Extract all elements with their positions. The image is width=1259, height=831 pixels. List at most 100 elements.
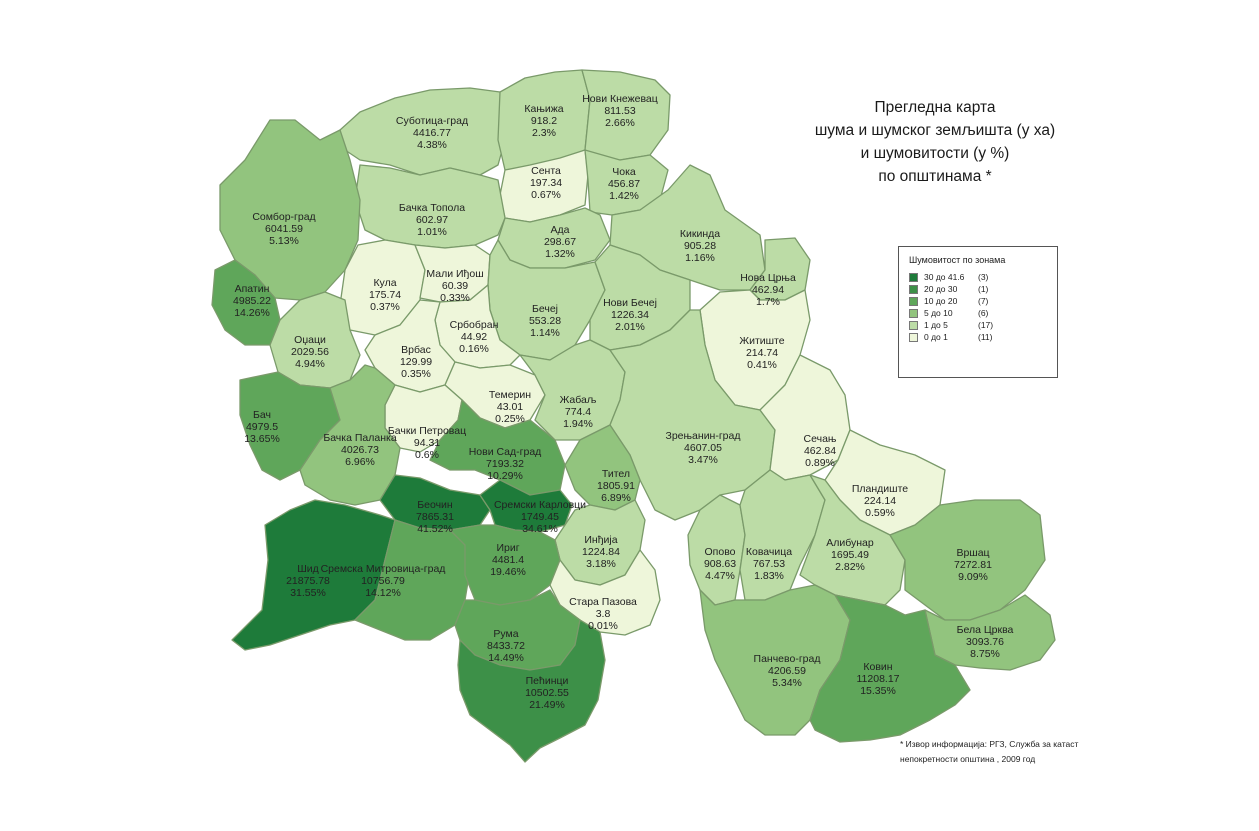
municipality-region[interactable] (809, 594, 971, 743)
municipality-forest-area: 1226.34 (611, 309, 649, 321)
legend-item: 0 до 1 (11) (909, 331, 1057, 343)
legend-swatch (909, 332, 918, 342)
municipality-forest-percent: 2.3% (532, 127, 556, 139)
municipality-label: Сента 197.34 0.67% (530, 165, 562, 201)
municipality-forest-area: 43.01 (497, 401, 523, 413)
legend-swatch (909, 284, 918, 294)
municipality-label: Бачки Петровац 94.31 0.6% (388, 425, 466, 461)
municipality-label: Житиште 214.74 0.41% (739, 335, 784, 371)
municipality-region[interactable] (564, 424, 641, 511)
municipality-label: Нови Бечеј 1226.34 2.01% (603, 297, 657, 333)
municipality-forest-percent: 10.29% (487, 470, 523, 482)
municipality-forest-area: 298.67 (544, 236, 576, 248)
municipality-region[interactable] (739, 469, 826, 601)
municipality-forest-percent: 0.41% (747, 359, 777, 371)
municipality-forest-percent: 9.09% (958, 571, 988, 583)
municipality-forest-percent: 8.75% (970, 648, 1000, 660)
municipality-name: Србобран (450, 319, 499, 331)
municipality-label: Панчево-град 4206.59 5.34% (754, 653, 821, 689)
municipality-label: Ириг 4481.4 19.46% (490, 542, 526, 578)
municipality-name: Бачки Петровац (388, 425, 466, 437)
municipality-forest-area: 4985.22 (233, 295, 271, 307)
legend-item: 5 до 10 (6) (909, 307, 1057, 319)
municipality-forest-area: 1224.84 (582, 546, 620, 558)
municipality-forest-percent: 31.55% (290, 587, 326, 599)
municipality-forest-percent: 1.14% (530, 327, 560, 339)
legend-count: (3) (978, 272, 989, 282)
municipality-name: Кањижа (524, 103, 563, 115)
municipality-forest-area: 1805.91 (597, 480, 635, 492)
municipality-forest-area: 7272.81 (954, 559, 992, 571)
municipality-forest-area: 10756.79 (361, 575, 405, 587)
municipality-label: Беочин 7865.31 41.52% (416, 499, 454, 535)
municipality-forest-percent: 1.16% (685, 252, 715, 264)
footnote-line-2: непокретности општина , 2009 год (900, 754, 1036, 764)
municipality-label: Врбас 129.99 0.35% (400, 344, 432, 380)
municipality-label: Оџаци 2029.56 4.94% (291, 334, 329, 370)
title-line-1: Прегледна карта (874, 99, 996, 116)
municipality-forest-area: 11208.17 (856, 673, 899, 685)
municipality-label: Бечеј 553.28 1.14% (529, 303, 561, 339)
municipality-forest-percent: 1.94% (563, 418, 593, 430)
footnote-line-1: * Извор информација: РГЗ, Служба за ката… (900, 739, 1079, 749)
legend-count: (6) (978, 308, 989, 318)
municipality-label: Пландиште 224.14 0.59% (852, 483, 908, 519)
municipality-forest-area: 7193.32 (486, 458, 524, 470)
municipality-label: Нова Црња 462.94 1.7% (740, 272, 796, 308)
municipality-name: Алибунар (826, 537, 874, 549)
municipality-label: Опово 908.63 4.47% (704, 546, 736, 582)
municipality-forest-percent: 0.67% (531, 189, 561, 201)
municipality-name: Зрењанин-град (666, 430, 741, 442)
legend-swatch (909, 320, 918, 330)
municipality-forest-area: 462.84 (804, 445, 836, 457)
municipality-forest-area: 4979.5 (246, 421, 278, 433)
municipality-forest-percent: 6.89% (601, 492, 631, 504)
legend-item: 20 до 30 (1) (909, 283, 1057, 295)
municipality-name: Апатин (235, 283, 270, 295)
municipality-name: Инђија (584, 534, 617, 546)
legend-count: (1) (978, 284, 989, 294)
municipality-name: Кикинда (680, 228, 720, 240)
municipality-name: Сремска Митровица-град (321, 563, 446, 575)
municipality-name: Сечањ (804, 433, 837, 445)
municipality-region[interactable] (889, 499, 1046, 621)
municipality-label: Вршац 7272.81 9.09% (954, 547, 992, 583)
municipality-forest-area: 905.28 (684, 240, 716, 252)
municipality-forest-percent: 0.16% (459, 343, 489, 355)
municipality-name: Сомбор-град (252, 211, 315, 223)
municipality-name: Нова Црња (740, 272, 796, 284)
municipality-label: Шид 21875.78 31.55% (286, 563, 330, 599)
municipality-forest-area: 129.99 (400, 356, 432, 368)
municipality-forest-area: 8433.72 (487, 640, 525, 652)
municipality-name: Ириг (496, 542, 519, 554)
municipality-forest-area: 3.8 (596, 608, 611, 620)
municipality-name: Ковин (863, 661, 892, 673)
municipality-label: Нови Сад-град 7193.32 10.29% (469, 446, 542, 482)
legend-range: 0 до 1 (924, 332, 948, 342)
municipality-name: Сремски Карловци (494, 499, 586, 511)
municipality-name: Бачка Топола (399, 202, 465, 214)
legend-range: 10 до 20 (924, 296, 958, 306)
municipality-forest-area: 4607.05 (684, 442, 722, 454)
municipality-forest-percent: 34.61% (522, 523, 558, 535)
municipality-region[interactable] (457, 619, 606, 763)
municipality-forest-percent: 1.7% (756, 296, 780, 308)
municipality-name: Сента (531, 165, 561, 177)
municipality-label: Сомбор-град 6041.59 5.13% (252, 211, 315, 247)
municipality-name: Нови Кнежевац (582, 93, 658, 105)
municipality-name: Суботица-град (396, 115, 468, 127)
municipality-forest-area: 602.97 (416, 214, 448, 226)
municipality-forest-area: 60.39 (442, 280, 468, 292)
municipality-region[interactable] (354, 164, 506, 249)
municipality-name: Шид (297, 563, 319, 575)
municipality-forest-area: 774.4 (565, 406, 591, 418)
municipality-label: Апатин 4985.22 14.26% (233, 283, 271, 319)
municipality-name: Стара Пазова (569, 596, 637, 608)
municipality-forest-percent: 15.35% (860, 685, 896, 697)
map-legend: Шумовитост по зонама 30 до 41.6 (3) 20 до … (898, 246, 1058, 378)
legend-range: 30 до 41.6 (924, 272, 965, 282)
map-title: Прегледна карта шума и шумског земљишта … (770, 96, 1100, 188)
municipality-forest-area: 94.31 (414, 437, 440, 449)
municipality-name: Житиште (739, 335, 784, 347)
